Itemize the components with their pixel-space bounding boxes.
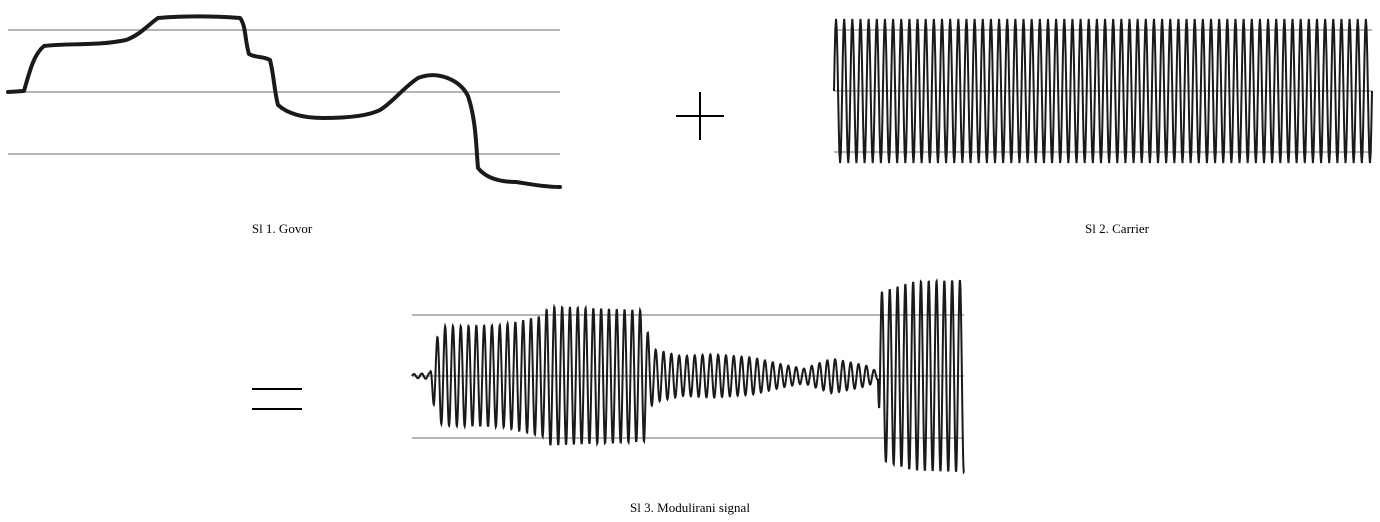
modulated-waveform-panel xyxy=(411,276,965,476)
plus-sign-icon xyxy=(676,92,724,140)
speech-trace xyxy=(6,14,562,189)
modulated-waveform xyxy=(411,278,965,475)
speech-waveform-panel xyxy=(6,10,562,195)
equals-sign-icon xyxy=(252,386,302,412)
caption-speech: Sl 1. Govor xyxy=(251,221,313,236)
carrier-waveform xyxy=(833,18,1373,164)
carrier-trace xyxy=(833,18,1373,164)
modulated-trace xyxy=(411,278,965,475)
carrier-waveform-panel xyxy=(833,10,1373,172)
caption-modulated: Sl 3. Modulirani signal xyxy=(630,500,750,515)
caption-carrier: Sl 2. Carrier xyxy=(1085,221,1149,236)
speech-waveform xyxy=(6,14,562,189)
